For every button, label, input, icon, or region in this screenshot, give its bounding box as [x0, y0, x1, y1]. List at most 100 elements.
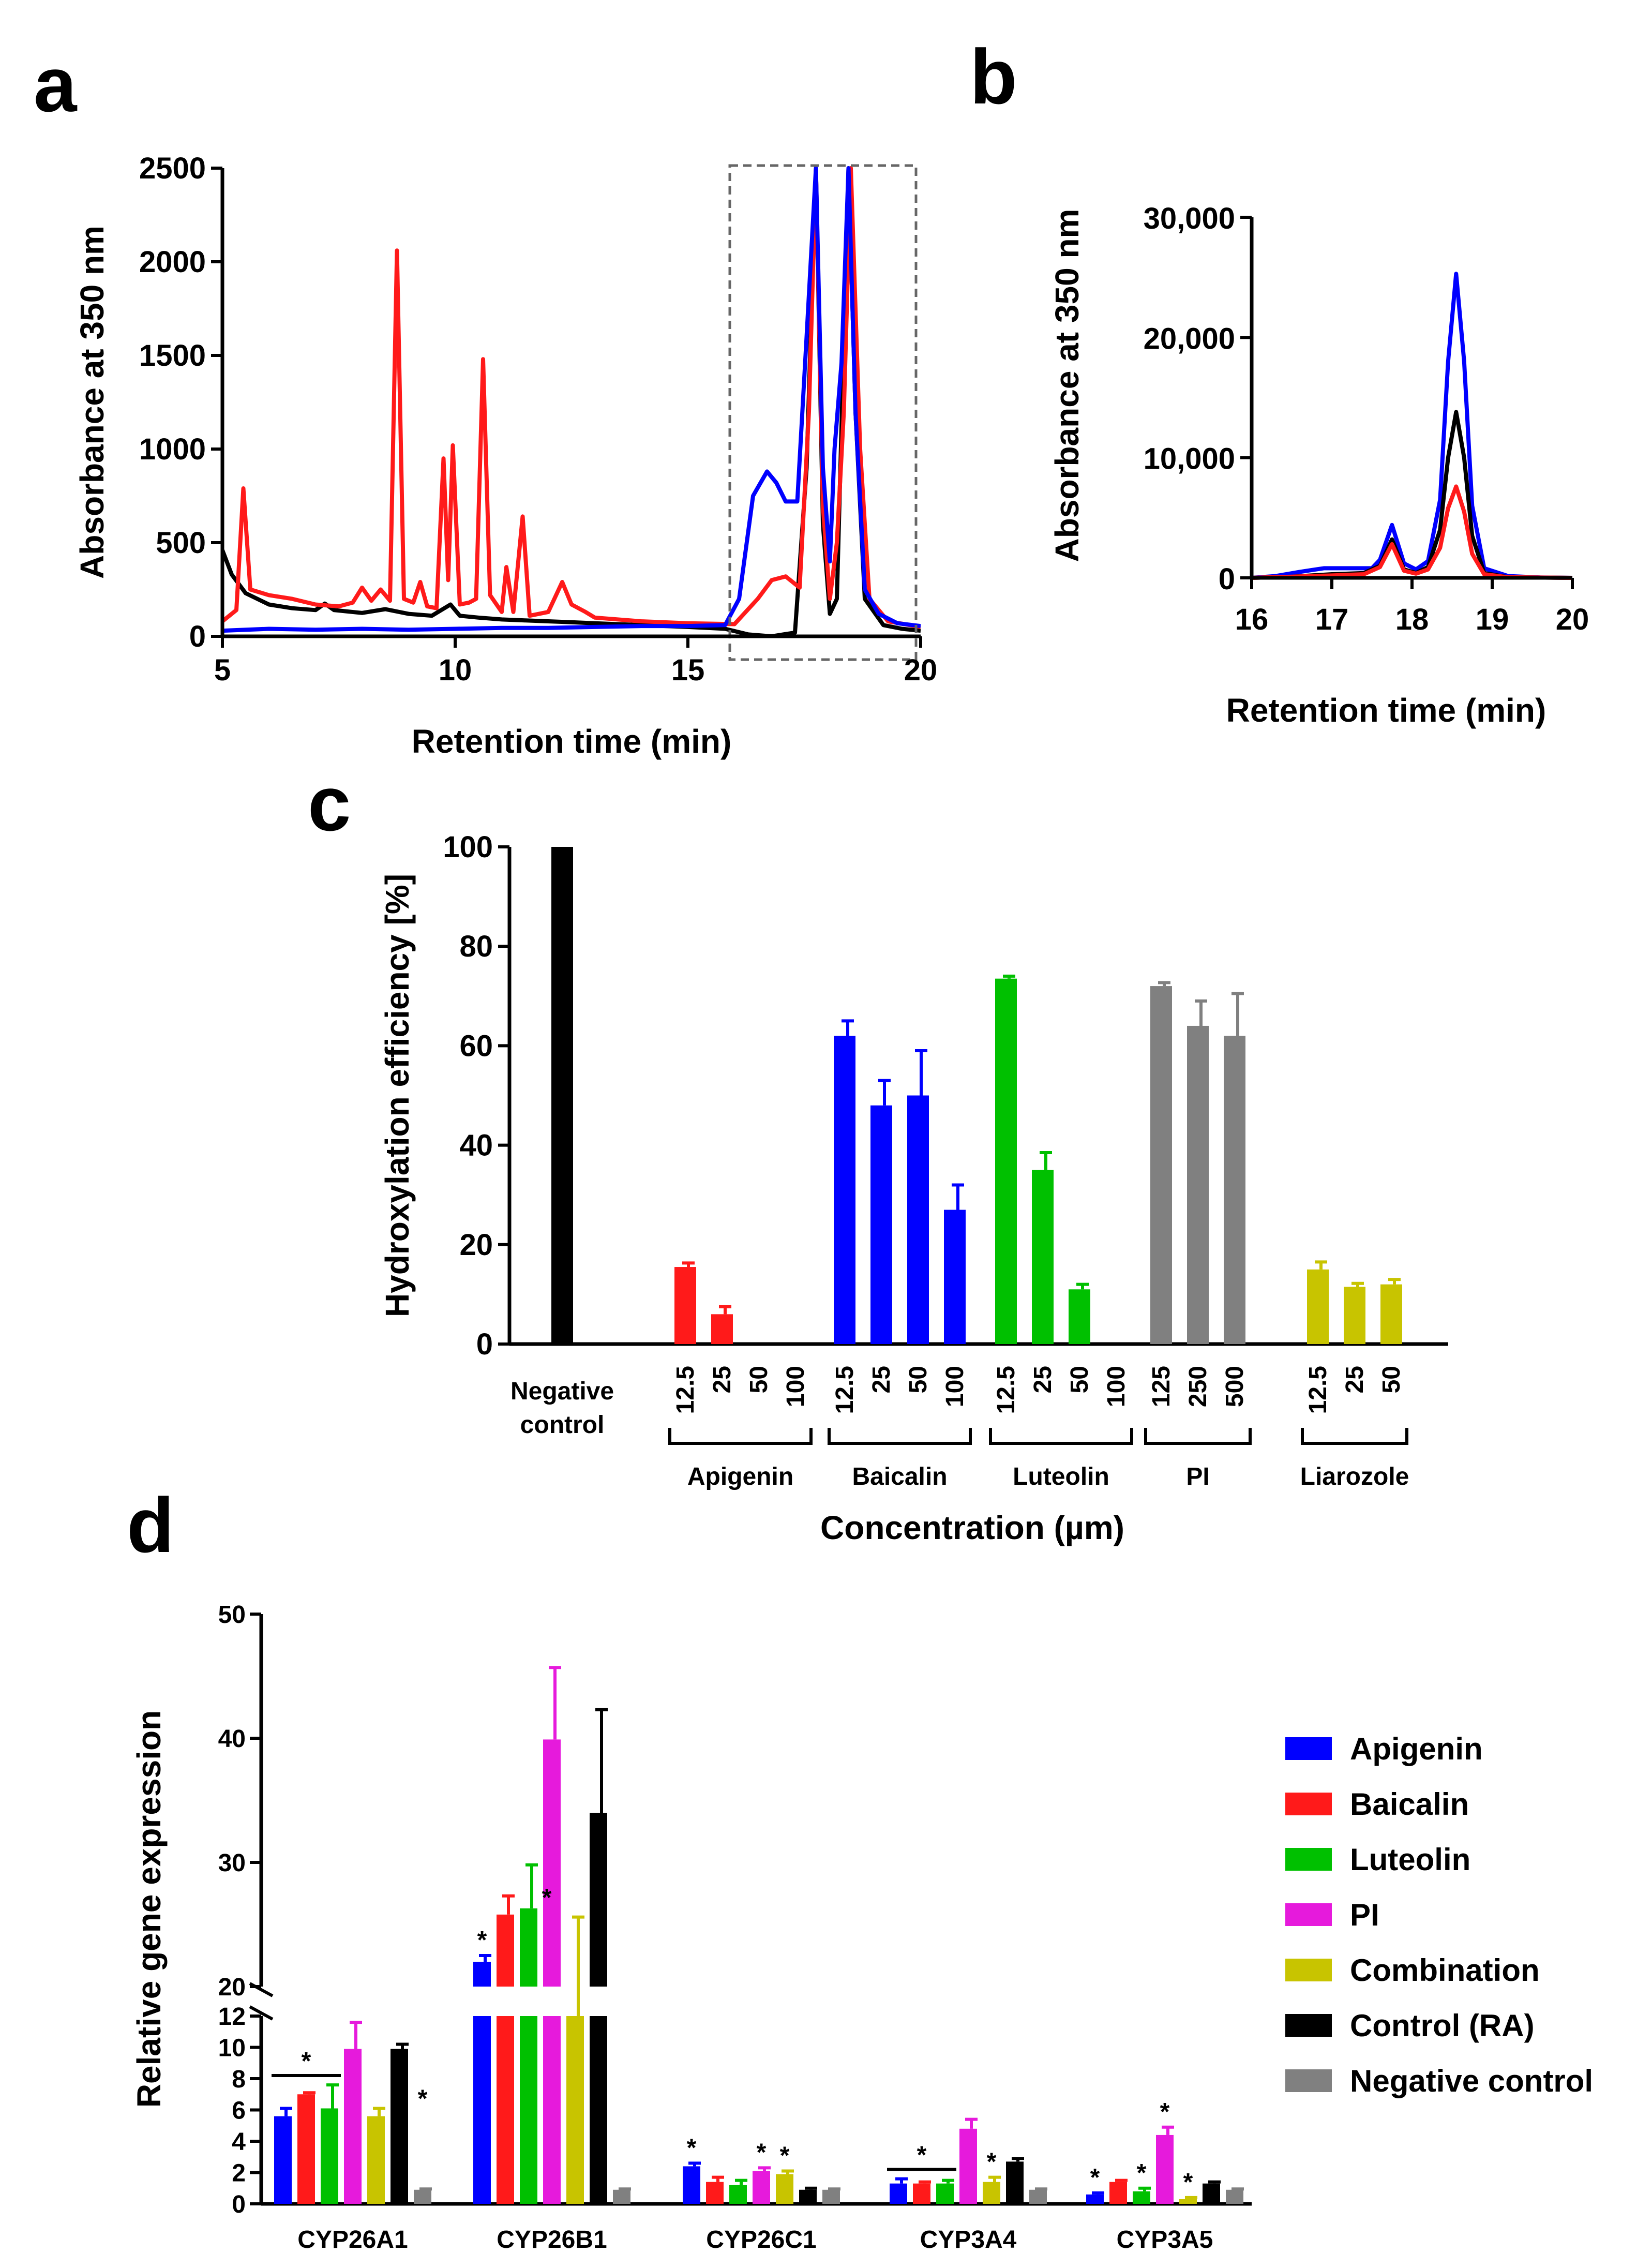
y-tick-label-d: 30 [218, 1849, 246, 1877]
bar-negative-control [1226, 2189, 1243, 2204]
x-tick-label-b: 19 [1476, 603, 1509, 636]
bar-pi [1150, 986, 1172, 1344]
y-tick-label-c: 100 [443, 830, 493, 864]
y-tick-label-d: 6 [232, 2097, 246, 2125]
panel-label-d: d [127, 1482, 174, 1569]
legend-label: PI [1350, 1898, 1379, 1932]
y-tick-label-d: 50 [218, 1601, 246, 1629]
category-label-cyp26a1: CYP26A1 [297, 2226, 408, 2254]
x-axis-title-b: Retention time (min) [1226, 692, 1546, 729]
concentration-label: 50 [1066, 1366, 1093, 1393]
bar-pi [1187, 1025, 1209, 1344]
category-label-cyp26b1: CYP26B1 [497, 2226, 607, 2254]
bar-combination [776, 2174, 793, 2204]
bar-control-ra- [1203, 2183, 1220, 2204]
y-tick-label-c: 40 [459, 1129, 493, 1162]
bar-baicalin [870, 1105, 892, 1344]
y-tick-label-d: 40 [218, 1725, 246, 1753]
bar-negative-control [613, 2189, 630, 2204]
bar-pi [543, 2016, 561, 2204]
category-label-negative-control: Negative [510, 1378, 614, 1405]
x-axis-title-a: Retention time (min) [412, 723, 732, 760]
y-tick-label-b: 10,000 [1144, 442, 1235, 476]
significance-star: * [302, 2048, 311, 2075]
bar-control-ra- [1006, 2161, 1024, 2204]
significance-star: * [757, 2139, 767, 2166]
category-label-cyp26c1: CYP26C1 [706, 2226, 816, 2254]
concentration-label: 12.5 [672, 1366, 699, 1414]
group-label-pi: PI [1186, 1463, 1209, 1490]
significance-star: * [1090, 2164, 1100, 2191]
group-label-baicalin: Baicalin [852, 1463, 947, 1490]
significance-star: * [1137, 2159, 1147, 2187]
series-line-b-0 [1251, 272, 1573, 580]
bar-luteolin [729, 2185, 747, 2204]
legend-swatch-apigenin [1285, 1737, 1332, 1760]
bar-baicalin [907, 1095, 929, 1344]
x-tick-label-a: 10 [439, 653, 472, 687]
concentration-label: 50 [905, 1366, 932, 1393]
group-bracket-luteolin [989, 1428, 1133, 1445]
bar-luteolin [321, 2108, 338, 2204]
y-tick-label-b: 0 [1219, 562, 1235, 596]
significance-star: * [687, 2134, 697, 2161]
bar-apigenin [683, 2166, 700, 2204]
bar-pi [1156, 2135, 1174, 2204]
category-label-negative-control: control [520, 1411, 605, 1439]
inset-highlight-box [728, 164, 918, 661]
bar-luteolin [1032, 1170, 1054, 1344]
y-tick-label-c: 80 [459, 930, 493, 963]
group-label-liarozole: Liarozole [1300, 1463, 1409, 1490]
axis-break-mark [249, 2005, 274, 2021]
concentration-label: 50 [745, 1366, 773, 1393]
bar-luteolin [995, 978, 1017, 1344]
bar-liarozole [1307, 1269, 1329, 1344]
bar-baicalin [497, 1914, 514, 1987]
category-label-cyp3a4: CYP3A4 [920, 2226, 1017, 2254]
chart-panel-c: 0 20 40 60 80 100 Hydroxylation efficiency [%]… [379, 830, 1448, 1546]
bar-combination [566, 2016, 584, 2204]
panel-label-c: c [308, 760, 351, 847]
y-tick-label-a: 1000 [139, 432, 206, 466]
series-line-a-2 [222, 166, 921, 633]
legend-swatch-combination [1285, 1959, 1332, 1981]
group-bracket-pi [1144, 1428, 1252, 1445]
bar-negative-control [551, 847, 573, 1344]
bar-control-ra- [590, 2016, 607, 2204]
bar-control-ra- [799, 2189, 817, 2204]
y-tick-label-c: 20 [459, 1228, 493, 1262]
y-tick-label-d: 4 [232, 2128, 246, 2156]
bar-liarozole [1344, 1287, 1365, 1344]
x-axis-title-c: Concentration (µm) [820, 1509, 1124, 1546]
y-tick-label-d: 2 [232, 2160, 246, 2187]
bar-apigenin [674, 1267, 696, 1344]
significance-star: * [917, 2141, 927, 2169]
y-tick-label-a: 500 [156, 526, 206, 560]
concentration-label: 25 [1029, 1366, 1057, 1393]
significance-star: * [780, 2142, 790, 2169]
legend-swatch-luteolin [1285, 1848, 1332, 1871]
bar-combination [983, 2182, 1000, 2204]
group-bracket-baicalin [828, 1428, 972, 1445]
bar-combination [367, 2116, 385, 2204]
significance-star: * [418, 2085, 428, 2112]
bar-luteolin [520, 2016, 537, 2204]
series-line-b-1 [1251, 410, 1573, 580]
bar-pi [753, 2171, 770, 2204]
bar-negative-control [1029, 2189, 1047, 2204]
bar-pi [344, 2049, 362, 2204]
bar-liarozole [1380, 1284, 1402, 1344]
y-tick-label-d: 0 [232, 2191, 246, 2218]
bar-luteolin [1133, 2191, 1150, 2204]
legend-label: Negative control [1350, 2064, 1593, 2098]
legend-swatch-baicalin [1285, 1793, 1332, 1815]
bar-pi [543, 1739, 561, 1987]
y-tick-label-d: 12 [218, 2003, 246, 2031]
concentration-label: 250 [1184, 1366, 1212, 1407]
significance-star: * [987, 2148, 997, 2176]
concentration-label: 12.5 [1304, 1366, 1332, 1414]
y-tick-label-b: 20,000 [1144, 322, 1235, 355]
y-tick-label-d: 20 [218, 1974, 246, 2001]
